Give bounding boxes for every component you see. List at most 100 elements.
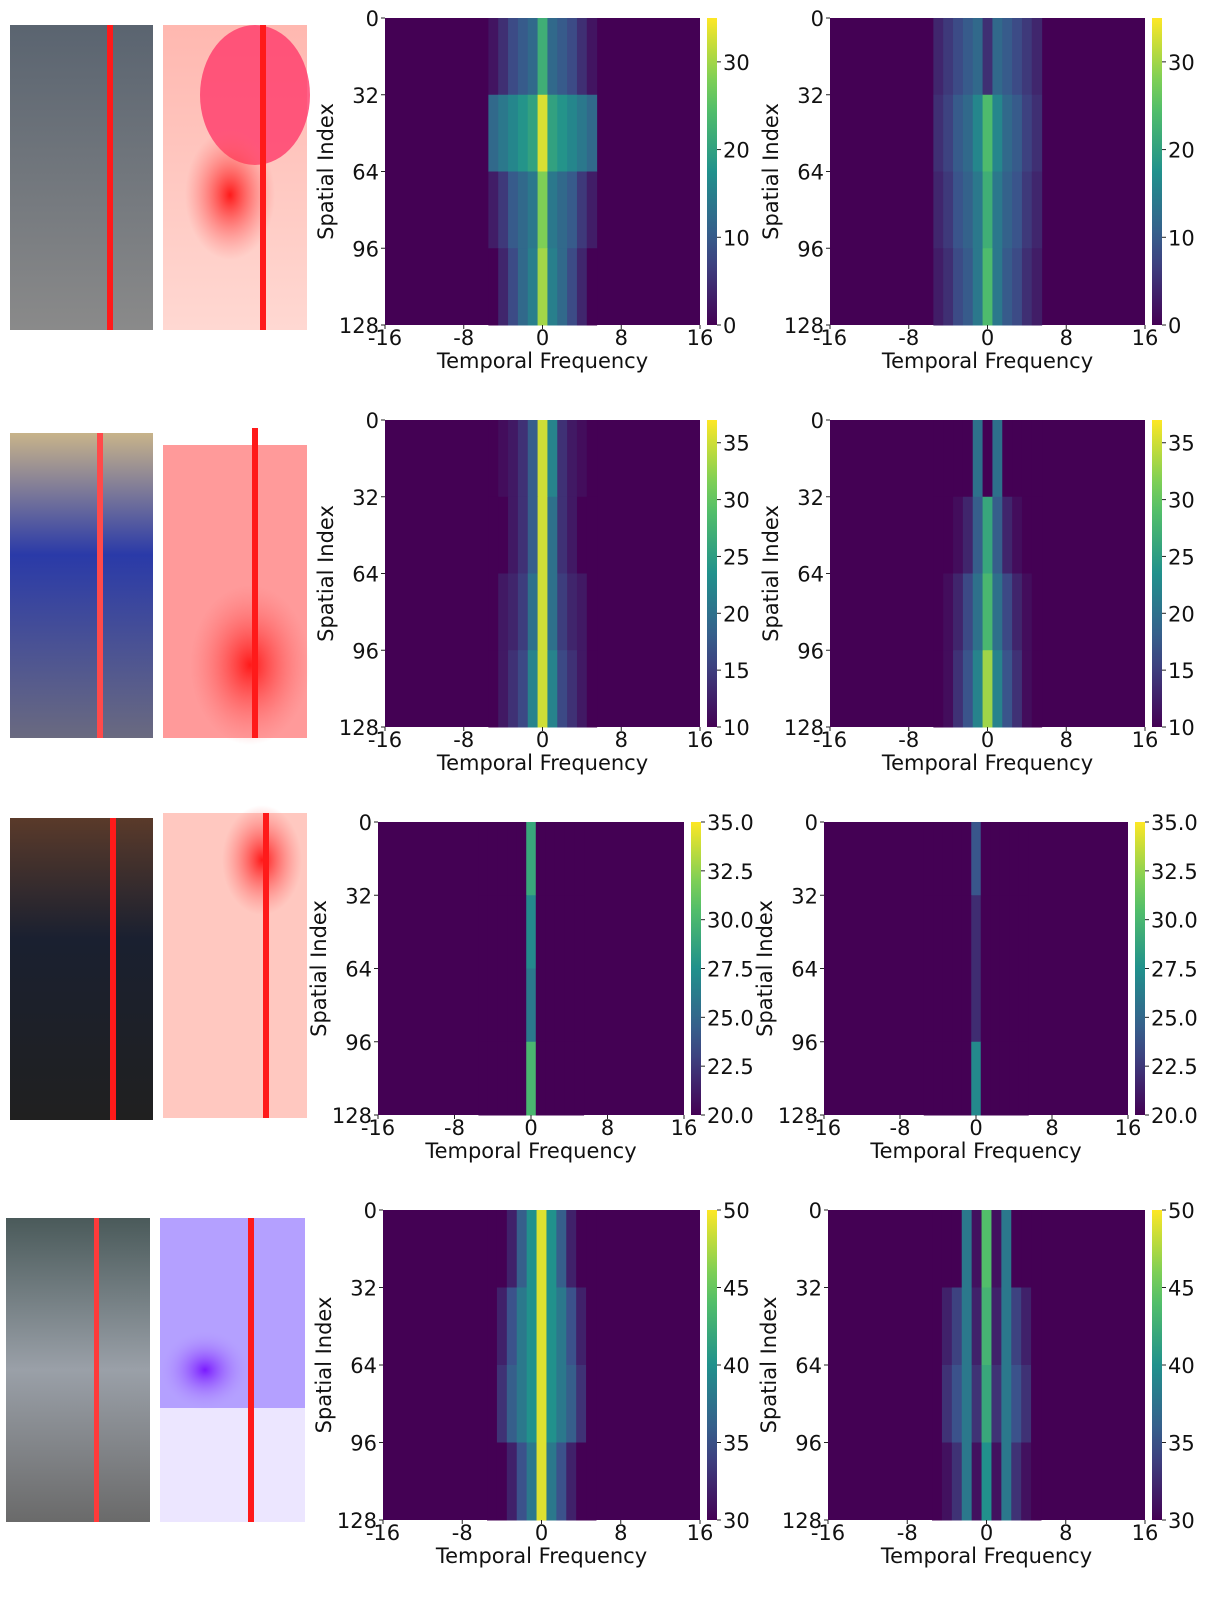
heatmap-cell <box>586 171 598 249</box>
heatmap-cell <box>1002 248 1013 326</box>
heatmap-cell <box>962 18 974 96</box>
heatmap-cell <box>1031 1210 1042 1288</box>
heatmap-cell <box>952 968 963 1043</box>
slice-line <box>252 428 258 738</box>
colorbar-tick-label: 0 <box>723 314 736 338</box>
heatmap-cell <box>508 18 519 96</box>
heatmap-cell <box>943 248 954 326</box>
slice-line <box>97 433 103 738</box>
colorbar-tick-label: 50 <box>723 1199 750 1223</box>
colorbar-tick-label: 25.0 <box>707 1006 754 1030</box>
y-tick-label: 0 <box>359 811 372 835</box>
heatmap-cell <box>478 968 489 1043</box>
heatmap-cell <box>1018 895 1029 969</box>
photo <box>6 1218 150 1522</box>
heatmap-cell <box>516 822 527 896</box>
x-tick-label: 8 <box>1045 1116 1058 1140</box>
heatmap-cell <box>992 94 1003 172</box>
heatmap-cell <box>557 420 568 498</box>
heatmap-cell <box>961 1041 972 1116</box>
heatmap-cell <box>487 895 499 969</box>
heatmap-cell <box>953 94 964 172</box>
heatmap-cell <box>478 822 489 896</box>
heatmap-cell <box>576 650 588 728</box>
heatmap-cell <box>1009 822 1020 896</box>
y-tick-label: 0 <box>809 1199 822 1223</box>
heatmap-cell <box>1011 1442 1022 1521</box>
colorbar-tick-label: 10 <box>1168 226 1195 250</box>
heatmap-cell <box>526 895 537 969</box>
colorbar-tick-label: 35 <box>723 1432 750 1456</box>
heatmap-cell <box>567 18 578 96</box>
heatmap-cell <box>1021 573 1033 651</box>
heatmap-cell <box>488 94 499 172</box>
heatmap-cell <box>972 650 984 728</box>
heatmap-cell <box>557 18 568 96</box>
heatmap-cell <box>547 171 558 249</box>
heatmap-cell <box>556 1442 567 1521</box>
x-tick-label: 0 <box>981 728 994 752</box>
heatmap-cell <box>982 573 993 651</box>
heatmap-cell <box>990 895 1001 969</box>
heatmap-panel: -16 -8 0 8 16 0 32 64 96 128 Temporal Frequency Spa… <box>759 7 1195 373</box>
y-tick-label: 128 <box>782 1509 822 1533</box>
heatmap-cell <box>1011 1210 1022 1288</box>
heatmap-cell <box>1002 650 1013 728</box>
heatmap-cell <box>971 968 982 1043</box>
colorbar-tick-label: 25.0 <box>1151 1006 1198 1030</box>
colorbar-tick-label: 0 <box>1168 314 1181 338</box>
heatmap-cell <box>536 1210 547 1288</box>
x-tick-label: 0 <box>969 1116 982 1140</box>
heatmap-cell <box>953 248 964 326</box>
heatmap-cell <box>932 1442 943 1521</box>
colorbar-tick-label: 35 <box>1168 432 1195 456</box>
heatmap-cell <box>566 1365 577 1443</box>
y-tick-label: 96 <box>352 639 379 663</box>
heatmap-cell <box>981 1210 992 1288</box>
colorbar <box>1152 420 1162 727</box>
colorbar-tick-label: 20 <box>723 139 750 163</box>
heatmap-cell <box>962 94 974 172</box>
colorbar-tick-label: 35 <box>723 432 750 456</box>
heatmap-cell <box>1021 248 1033 326</box>
heatmap-cell <box>1009 895 1020 969</box>
x-axis-label: Temporal Frequency <box>881 349 1093 373</box>
heatmap-cell <box>487 1442 498 1521</box>
y-tick-label: 0 <box>364 1199 377 1223</box>
heatmap-cell <box>961 1442 973 1521</box>
heatmap-cell <box>962 496 974 574</box>
colorbar <box>1152 18 1162 325</box>
heatmap-cell <box>972 496 984 574</box>
colorbar <box>1152 1210 1162 1520</box>
heatmap-cell <box>527 18 539 96</box>
attention-blob <box>160 1330 250 1410</box>
x-tick-label: 8 <box>601 1116 614 1140</box>
heatmap-cell <box>526 822 537 896</box>
colorbar-tick-label: 45 <box>1168 1277 1195 1301</box>
heatmap-cell <box>547 248 558 326</box>
heatmap-cell <box>557 650 568 728</box>
heatmap-cell <box>506 1442 518 1521</box>
heatmap-cell <box>961 1287 973 1366</box>
heatmap-cell <box>961 822 972 896</box>
x-tick-label: 8 <box>1060 728 1073 752</box>
heatmap-cell <box>516 895 527 969</box>
y-tick-label: 32 <box>795 1277 822 1301</box>
colorbar <box>707 1210 717 1520</box>
attention-blob <box>185 130 275 260</box>
heatmap-cell <box>999 895 1010 969</box>
heatmap-cell <box>1031 248 1043 326</box>
colorbar <box>1135 822 1145 1115</box>
y-tick-label: 64 <box>791 958 818 982</box>
heatmap-cell <box>586 1287 597 1366</box>
heatmap-cell <box>576 573 588 651</box>
colorbar-tick-label: 10 <box>723 226 750 250</box>
y-tick-label: 96 <box>345 1031 372 1055</box>
colorbar-tick-label: 27.5 <box>707 958 754 982</box>
heatmap-cell <box>576 1442 587 1521</box>
heatmap-cell <box>545 895 556 969</box>
x-tick-label: 0 <box>535 1521 548 1545</box>
heatmap-cell <box>961 968 972 1043</box>
heatmap-cell <box>941 1365 953 1443</box>
heatmap-panel: -16 -8 0 8 16 0 32 64 96 128 Temporal Frequency Spa… <box>314 7 750 373</box>
